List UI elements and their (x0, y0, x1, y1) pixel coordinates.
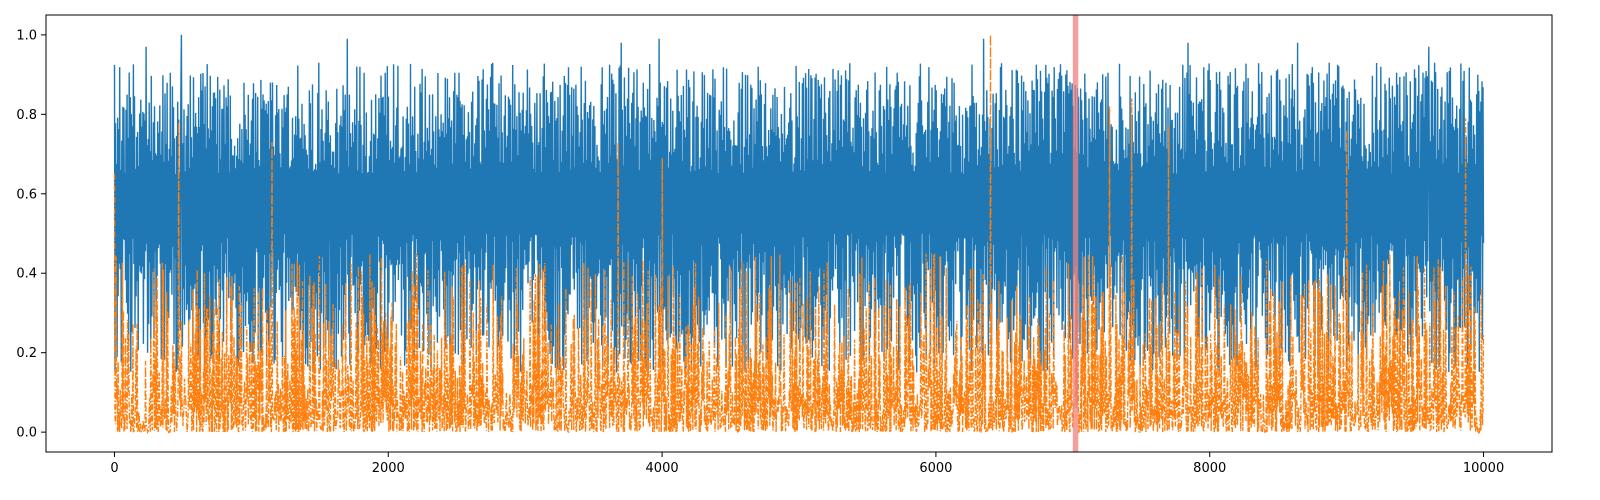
series-line-1 (113, 34, 1485, 373)
x-tick-label: 8000 (1193, 461, 1226, 476)
plot-area (113, 15, 1485, 452)
y-tick-label: 0.6 (16, 187, 37, 202)
y-axis: 0.0 0.2 0.4 0.6 0.8 1.0 (16, 28, 46, 441)
highlight-band (1072, 15, 1079, 452)
y-tick-label: 0.4 (16, 267, 37, 282)
series-layer (113, 34, 1485, 435)
series-line-2 (113, 34, 1485, 435)
x-tick-label: 6000 (919, 461, 952, 476)
x-tick-label: 0 (110, 461, 118, 476)
x-tick-label: 2000 (372, 461, 405, 476)
x-axis: 0 2000 4000 6000 8000 10000 (110, 452, 1504, 476)
axes-frame (45, 14, 1553, 453)
y-tick-label: 1.0 (16, 28, 37, 43)
x-tick-label: 10000 (1463, 461, 1504, 476)
x-tick-label: 4000 (646, 461, 679, 476)
y-tick-label: 0.2 (16, 346, 37, 361)
y-tick-label: 0.0 (16, 426, 37, 441)
y-tick-label: 0.8 (16, 108, 37, 123)
